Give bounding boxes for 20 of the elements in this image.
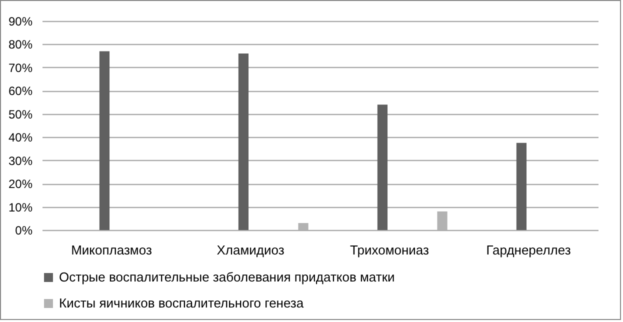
legend-label: Кисты яичников воспалительного генеза [59,296,304,310]
bar [99,51,110,230]
y-tick-label: 0% [15,224,33,238]
y-tick-label: 30% [8,154,33,168]
y-tick-label: 90% [8,14,33,28]
bar [516,142,527,230]
x-tick-label: Трихомониаз [350,242,429,258]
x-tick-label: Гарднереллез [486,242,571,258]
legend-label: Острые воспалительные заболевания придатков матки [59,270,395,284]
y-tick-label: 20% [8,177,33,192]
x-tick-label: Хламидиоз [216,242,284,258]
y-tick-label: 70% [8,60,33,75]
y-tick-label: 40% [8,130,33,145]
bar [377,104,388,230]
x-tick-label: Микоплазмоз [71,242,152,258]
y-tick-label: 80% [8,38,33,52]
bar [238,54,249,230]
y-tick-label: 10% [8,200,33,214]
y-tick-label: 60% [8,84,33,98]
y-tick-label: 50% [8,107,33,122]
